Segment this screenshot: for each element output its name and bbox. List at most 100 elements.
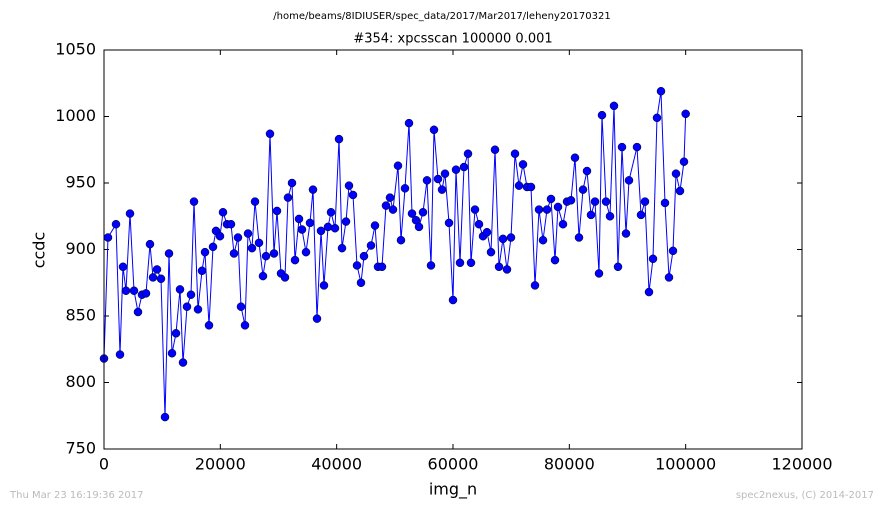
y-tick-label: 950 [65, 173, 96, 192]
data-point [660, 198, 670, 208]
data-point [326, 208, 336, 217]
data-point [233, 233, 243, 242]
data-point [514, 181, 524, 190]
data-point [550, 255, 560, 265]
data-point [681, 109, 690, 119]
x-tick-label: 0 [99, 455, 109, 474]
plot-frame [103, 49, 803, 450]
data-point [624, 176, 634, 185]
data-point [171, 329, 181, 338]
data-point [656, 86, 666, 96]
data-point [226, 219, 236, 229]
x-tick-label: 20000 [195, 455, 246, 474]
data-point [448, 295, 458, 305]
data-point [115, 350, 125, 359]
data-point [370, 221, 380, 230]
data-point [164, 249, 174, 258]
data-point [578, 185, 588, 194]
data-point [290, 255, 300, 265]
data-point [605, 212, 615, 221]
data-point [437, 185, 447, 194]
data-point [422, 176, 432, 185]
data-point [344, 181, 354, 190]
data-point [418, 208, 428, 217]
data-point [145, 239, 155, 249]
data-point [141, 289, 151, 298]
data-point [167, 348, 177, 358]
data-point [586, 210, 596, 220]
data-point [433, 174, 443, 184]
data-point [426, 261, 436, 270]
data-point [160, 412, 170, 422]
data-point [385, 193, 395, 202]
data-point [330, 223, 340, 233]
data-point [359, 251, 369, 261]
data-point [644, 287, 654, 297]
data-point [156, 274, 166, 284]
data-point [506, 233, 516, 242]
data-point [215, 231, 225, 241]
data-point [546, 194, 556, 204]
data-point [316, 226, 326, 236]
x-axis-label: img_n [429, 480, 477, 500]
data-point [178, 358, 188, 367]
data-point [574, 233, 584, 242]
data-point [236, 302, 246, 311]
data-point [459, 162, 469, 172]
data-point [308, 185, 318, 194]
y-tick-label: 1000 [55, 106, 96, 125]
x-tick-label: 60000 [428, 455, 479, 474]
data-point [518, 160, 528, 169]
chart-title: #354: xpcsscan 100000 0.001 [353, 32, 552, 47]
footer-left: Thu Mar 23 16:19:36 2017 [9, 490, 143, 501]
data-point [632, 142, 642, 152]
data-point [193, 305, 203, 314]
data-point [440, 169, 450, 178]
data-point [337, 243, 347, 253]
data-point [444, 218, 454, 228]
y-tick-label: 850 [65, 306, 96, 325]
data-point [186, 290, 196, 299]
data-point [466, 258, 476, 268]
data-point [668, 246, 678, 256]
data-point [404, 118, 414, 128]
data-point [148, 273, 158, 282]
suptitle: /home/beams/8IDIUSER/spec_data/2017/Mar2… [273, 11, 610, 22]
data-point [675, 186, 685, 196]
data-point [553, 202, 563, 212]
data-point [356, 278, 366, 287]
data-point [534, 205, 544, 214]
data-point [247, 243, 257, 253]
y-tick-label: 800 [65, 372, 96, 391]
footer-right: spec2nexus, (C) 2014-2017 [736, 490, 874, 501]
data-point [542, 205, 552, 214]
data-point [182, 302, 192, 311]
data-point [133, 307, 143, 317]
data-point [393, 161, 403, 170]
data-point [648, 254, 658, 264]
data-point [341, 217, 351, 226]
data-point [229, 249, 239, 258]
data-point [494, 262, 504, 272]
data-point [261, 251, 271, 261]
data-point [265, 129, 275, 139]
y-tick-label: 1050 [55, 40, 96, 59]
data-point [621, 229, 631, 238]
x-tick-label: 120000 [771, 455, 832, 474]
data-point [121, 286, 131, 295]
data-point [664, 273, 674, 282]
data-point [609, 101, 619, 111]
data-point [582, 166, 592, 176]
data-point [502, 265, 512, 274]
data-point [118, 262, 128, 272]
data-point [250, 197, 260, 206]
data-point [152, 265, 162, 274]
data-point [125, 209, 135, 218]
data-point [671, 169, 681, 178]
data-point [510, 149, 520, 158]
data-point [301, 247, 311, 257]
data-point [254, 238, 264, 248]
data-point [319, 281, 329, 290]
